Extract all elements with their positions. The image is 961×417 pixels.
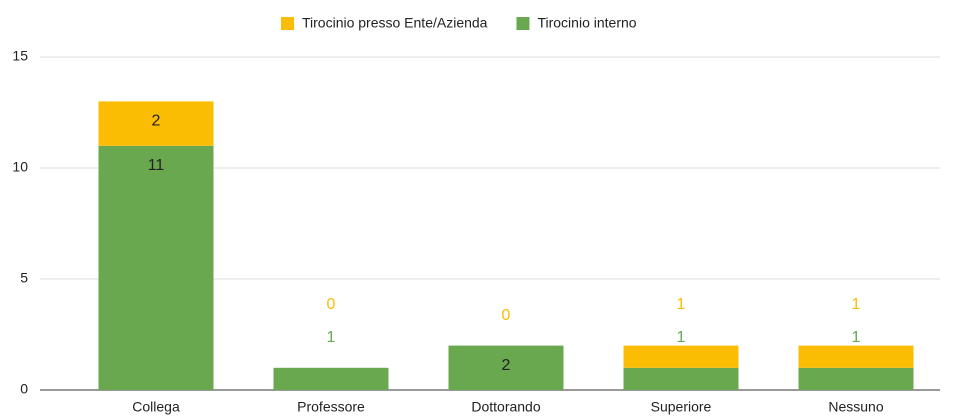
- legend-swatch: [516, 17, 530, 30]
- data-label: 11: [148, 157, 165, 174]
- data-label: 2: [502, 357, 511, 374]
- y-tick-label: 10: [12, 159, 28, 175]
- legend-label: Tirocinio presso Ente/Azienda: [302, 15, 488, 31]
- data-label: 1: [677, 296, 686, 313]
- x-tick-label: Collega: [132, 399, 180, 415]
- bar-segment: [273, 367, 389, 390]
- data-label: 0: [502, 307, 511, 324]
- bar-segment: [798, 345, 914, 368]
- x-tick-label: Professore: [297, 399, 365, 415]
- bar-segment: [623, 345, 739, 368]
- bar-segment: [98, 101, 214, 146]
- legend-swatch: [281, 17, 294, 30]
- data-label: 1: [852, 296, 861, 313]
- data-label: 1: [327, 329, 336, 346]
- x-tick-label: Dottorando: [471, 399, 540, 415]
- data-label: 0: [327, 296, 336, 313]
- x-tick-label: Nessuno: [828, 399, 883, 415]
- bar-segment: [98, 145, 214, 390]
- bar-segment: [448, 345, 564, 390]
- y-tick-label: 0: [20, 381, 28, 397]
- legend-label: Tirocinio interno: [537, 15, 636, 31]
- x-tick-label: Superiore: [651, 399, 712, 415]
- data-label: 1: [852, 329, 861, 346]
- y-tick-label: 5: [20, 270, 28, 286]
- y-tick-label: 15: [12, 48, 28, 64]
- bar-segment: [798, 367, 914, 390]
- data-label: 1: [677, 329, 686, 346]
- bar-segment: [623, 367, 739, 390]
- data-label: 2: [152, 113, 161, 130]
